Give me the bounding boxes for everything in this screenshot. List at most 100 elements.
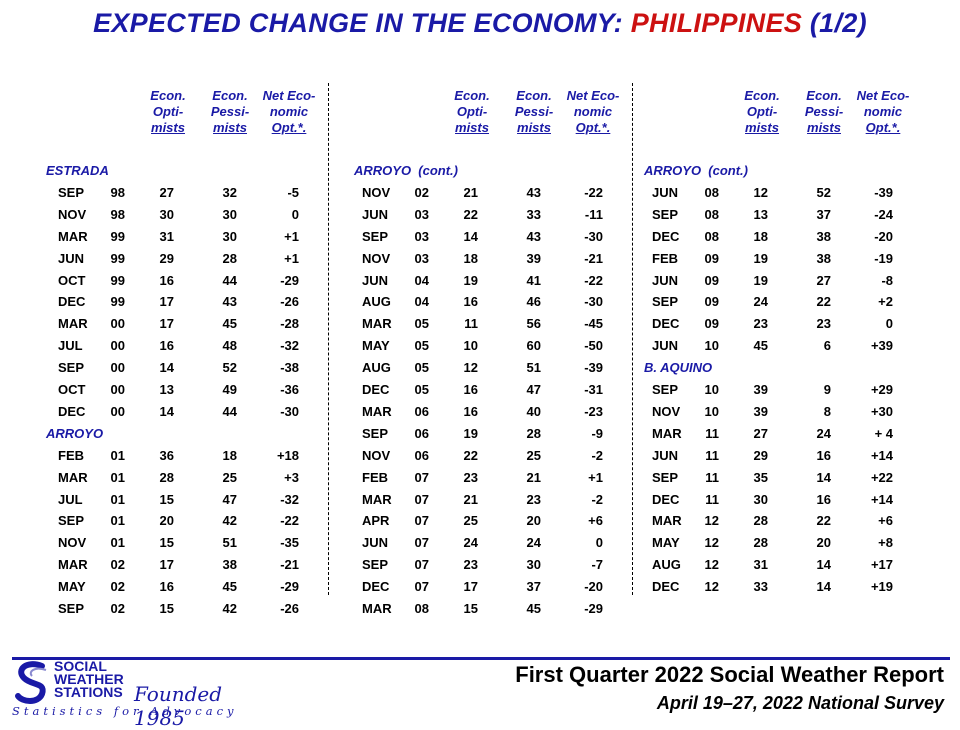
cell-year: 99 [110, 228, 125, 244]
cell-year: 10 [704, 382, 719, 397]
table-row: SEP 03 14 43 -30 [346, 226, 626, 248]
table-row: JUN 10 45 6 +39 [636, 335, 916, 357]
header-line: mists [807, 120, 841, 135]
cell-month: SEP [58, 360, 85, 376]
cell-net: -50 [584, 338, 603, 354]
cell-month: SEP [652, 469, 679, 485]
cell-month: DEC [362, 382, 390, 397]
cell-month: JUN [362, 206, 389, 222]
cell-net: -38 [280, 360, 299, 376]
cell-year: 03 [414, 228, 429, 244]
table-row: SEP 01 20 42 -22 [42, 510, 322, 532]
table-row: JUN 04 19 41 -22 [346, 270, 626, 292]
cell-net: +14 [870, 491, 893, 507]
cell-month: MAR [362, 403, 392, 419]
cell-month: MAR [58, 228, 88, 244]
table-row: SEP 06 19 28 -9 [346, 423, 626, 445]
table-row: MAY 05 10 60 -50 [346, 335, 626, 357]
header-line: Pessi- [210, 104, 250, 119]
cell-net: -11 [584, 206, 603, 222]
cell-pessimists: 47 [222, 491, 237, 507]
cell-optimists: 18 [753, 228, 768, 244]
cell-pessimists: 49 [222, 382, 237, 397]
table-row: NOV 06 22 25 -2 [346, 445, 626, 467]
table-row: MAR 07 21 23 -2 [346, 489, 626, 511]
table-row: NOV 10 39 8 +30 [636, 401, 916, 423]
cell-pessimists: 43 [526, 184, 541, 200]
cell-optimists: 29 [753, 447, 768, 463]
cell-optimists: 16 [463, 294, 478, 310]
column-header-pes: Econ. Pessi-mists [784, 88, 864, 136]
cell-month: NOV [58, 206, 87, 222]
cell-pessimists: 43 [222, 294, 237, 310]
cell-net: -28 [280, 316, 299, 332]
column-header-net: Net Eco-nomic Opt.*. [843, 88, 923, 136]
cell-pessimists: 24 [816, 425, 831, 441]
cell-month: DEC [362, 579, 390, 595]
table-row: OCT 00 13 49 -36 [42, 379, 322, 401]
cell-optimists: 10 [463, 338, 478, 354]
cell-year: 07 [414, 579, 429, 595]
cell-year: 07 [414, 535, 429, 551]
column-header-pes: Econ. Pessi-mists [190, 88, 270, 136]
logo-tagline: Statistics for Advocacy [12, 704, 238, 718]
cell-net: -45 [584, 316, 603, 332]
cell-year: 99 [110, 250, 125, 266]
cell-net: -22 [584, 272, 603, 288]
cell-year: 05 [414, 382, 429, 397]
logo-line-3: STATIONS [54, 684, 123, 700]
table-row: JUN 08 12 52 -39 [636, 182, 916, 204]
cell-month: DEC [652, 579, 680, 595]
table-row: JUL 01 15 47 -32 [42, 489, 322, 511]
section-heading: ARROYO (cont.) [636, 160, 916, 182]
cell-pessimists: 42 [222, 513, 237, 529]
table-row: JUL 00 16 48 -32 [42, 335, 322, 357]
cell-pessimists: 24 [526, 535, 541, 551]
cell-pessimists: 14 [816, 579, 831, 595]
cell-year: 12 [704, 579, 719, 595]
cell-net: -2 [591, 447, 603, 463]
table-row: AUG 05 12 51 -39 [346, 357, 626, 379]
table-row: JUN 09 19 27 -8 [636, 270, 916, 292]
table-row: JUN 03 22 33 -11 [346, 204, 626, 226]
cell-month: SEP [58, 513, 85, 529]
title-main: EXPECTED CHANGE IN THE ECONOMY: [93, 8, 623, 38]
header-line: Econ. [454, 88, 490, 103]
cell-net: -21 [584, 250, 603, 266]
cell-pessimists: 23 [816, 316, 831, 332]
section-label: B. AQUINO [644, 360, 713, 376]
table-row: DEC 08 18 38 -20 [636, 226, 916, 248]
table-row: DEC 99 17 43 -26 [42, 291, 322, 313]
cell-optimists: 39 [753, 403, 768, 419]
cell-month: DEC [652, 491, 680, 507]
cell-pessimists: 22 [816, 294, 831, 310]
cell-month: SEP [362, 557, 389, 573]
cell-year: 12 [704, 557, 719, 573]
cell-month: MAR [362, 491, 392, 507]
cell-optimists: 17 [159, 557, 174, 573]
cell-year: 00 [110, 403, 125, 419]
cell-year: 03 [414, 250, 429, 266]
cell-net: -35 [280, 535, 299, 551]
table-row: MAR 99 31 30 +1 [42, 226, 322, 248]
logo-line-1: SOCIAL [54, 658, 107, 674]
cell-month: JUL [58, 491, 83, 507]
cell-optimists: 24 [753, 294, 768, 310]
table-row: MAR 00 17 45 -28 [42, 313, 322, 335]
cell-pessimists: 39 [526, 250, 541, 266]
cell-month: JUN [652, 338, 679, 354]
table-row: DEC 05 16 47 -31 [346, 379, 626, 401]
cell-pessimists: 38 [222, 557, 237, 573]
cell-net: -19 [874, 250, 893, 266]
cell-year: 06 [414, 403, 429, 419]
cell-pessimists: 52 [816, 184, 831, 200]
header-line: mists [151, 120, 185, 135]
column-header-opt: Econ. Opti-mists [722, 88, 802, 136]
cell-pessimists: 14 [816, 557, 831, 573]
table-row: AUG 12 31 14 +17 [636, 554, 916, 576]
cell-month: MAR [652, 425, 682, 441]
cell-pessimists: 25 [222, 469, 237, 485]
header-line: Net Eco- [566, 88, 620, 103]
cell-month: JUN [652, 447, 679, 463]
cell-net: -22 [584, 184, 603, 200]
